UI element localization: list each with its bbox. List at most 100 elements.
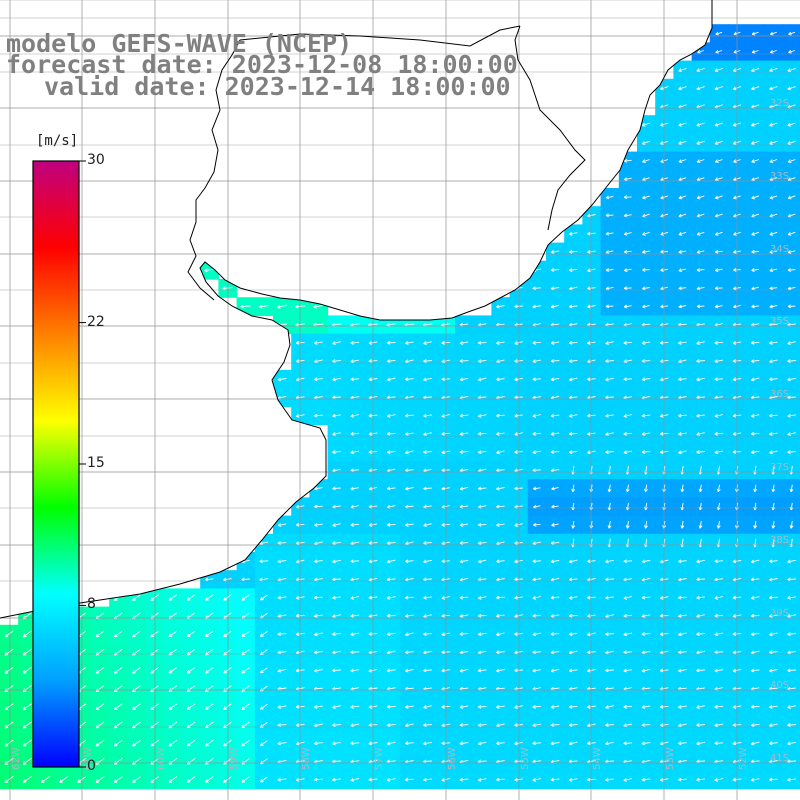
wind-arrow: [240, 304, 251, 309]
wind-arrow: [698, 484, 703, 493]
wind-arrow: [350, 450, 360, 455]
wind-arrow: [641, 777, 651, 782]
wind-arrow: [550, 250, 560, 254]
wind-arrow: [477, 723, 487, 728]
wind-arrow: [113, 739, 123, 747]
wind-arrow: [623, 268, 632, 273]
wind-arrow: [623, 231, 632, 236]
wind-arrow: [750, 431, 760, 436]
wind-arrow: [644, 521, 648, 529]
wind-arrow: [623, 431, 633, 436]
wind-arrow: [423, 632, 432, 637]
wind-arrow: [714, 650, 724, 655]
wind-arrow: [95, 739, 105, 747]
wind-arrow: [769, 159, 778, 163]
wind-arrow: [787, 140, 796, 145]
wind-arrow: [714, 304, 723, 309]
wind-arrow: [405, 432, 414, 436]
wind-arrow: [332, 632, 342, 637]
wind-arrow: [641, 668, 651, 673]
wind-arrow: [787, 559, 796, 564]
wind-arrow: [623, 286, 632, 291]
wind-arrow: [22, 703, 32, 711]
wind-arrow: [678, 413, 687, 418]
wind-arrow: [204, 703, 214, 710]
wind-arrow: [423, 486, 432, 491]
wind-arrow: [696, 159, 705, 163]
wind-arrow: [496, 632, 505, 637]
wind-arrow: [568, 377, 578, 382]
wind-arrow: [259, 667, 268, 674]
wind-arrow: [132, 703, 141, 711]
wind-arrow: [496, 541, 505, 546]
wind-arrow: [641, 595, 651, 600]
wind-arrow: [259, 594, 268, 601]
wind-arrow: [332, 668, 342, 673]
wind-arrow: [750, 723, 760, 728]
wind-arrow: [332, 432, 341, 436]
wind-arrow: [714, 777, 724, 782]
wind-arrow: [459, 432, 469, 436]
wind-arrow: [568, 359, 578, 364]
wind-arrow: [697, 49, 705, 54]
wind-arrow: [550, 650, 560, 655]
wind-arrow: [568, 286, 578, 291]
wind-arrow: [550, 268, 560, 272]
wind-arrow: [477, 632, 487, 637]
wind-arrow: [769, 359, 778, 364]
wind-arrow: [587, 614, 596, 618]
wind-arrow: [605, 668, 614, 673]
wind-arrow: [386, 650, 396, 655]
wind-arrow: [751, 86, 760, 91]
wind-arrow: [678, 341, 687, 345]
wind-arrow: [314, 559, 323, 564]
wind-arrow: [753, 521, 758, 529]
wind-arrow: [350, 559, 360, 564]
wind-arrow: [751, 49, 759, 54]
wind-arrow: [204, 776, 214, 783]
wind-arrow: [769, 67, 778, 73]
wind-arrow: [332, 741, 341, 746]
wind-arrow: [714, 340, 724, 345]
wind-arrow: [789, 521, 794, 529]
wind-arrow: [223, 721, 232, 729]
wind-arrow: [787, 413, 796, 418]
wind-arrow: [386, 777, 396, 782]
wind-arrow: [623, 195, 632, 200]
wind-arrow: [496, 777, 505, 782]
wind-arrow: [750, 741, 760, 746]
wind-arrow: [625, 521, 630, 529]
wind-arrow: [568, 340, 578, 345]
wind-arrow: [186, 703, 196, 710]
wind-arrow: [696, 86, 705, 91]
wind-arrow: [223, 594, 232, 601]
wind-arrow: [789, 484, 794, 493]
wind-arrow: [769, 632, 778, 637]
wind-arrow: [787, 450, 796, 455]
wind-arrow: [350, 377, 360, 382]
wind-arrow: [386, 632, 396, 637]
wind-arrow: [769, 195, 778, 200]
wind-arrow: [550, 468, 560, 473]
wind-arrow: [787, 359, 796, 364]
wind-arrow: [459, 341, 469, 345]
wind-arrow: [205, 667, 214, 674]
latitude-label: 39S: [770, 608, 789, 619]
wind-arrow: [587, 304, 596, 309]
wind-arrow: [95, 667, 105, 674]
wind-arrow: [678, 286, 687, 291]
wind-arrow: [678, 359, 687, 364]
wind-arrow: [623, 559, 633, 564]
wind-arrow: [533, 486, 541, 491]
wind-arrow: [496, 432, 505, 436]
wind-arrow: [459, 541, 469, 545]
wind-arrow: [205, 630, 214, 638]
wind-arrow: [605, 359, 614, 364]
wind-arrow: [568, 559, 578, 564]
wind-arrow: [4, 630, 14, 638]
wind-arrow: [496, 559, 505, 564]
wind-arrow: [477, 741, 487, 746]
legend-unit: [m/s]: [36, 133, 79, 149]
wind-arrow: [95, 703, 105, 711]
wind-arrow: [787, 250, 796, 254]
